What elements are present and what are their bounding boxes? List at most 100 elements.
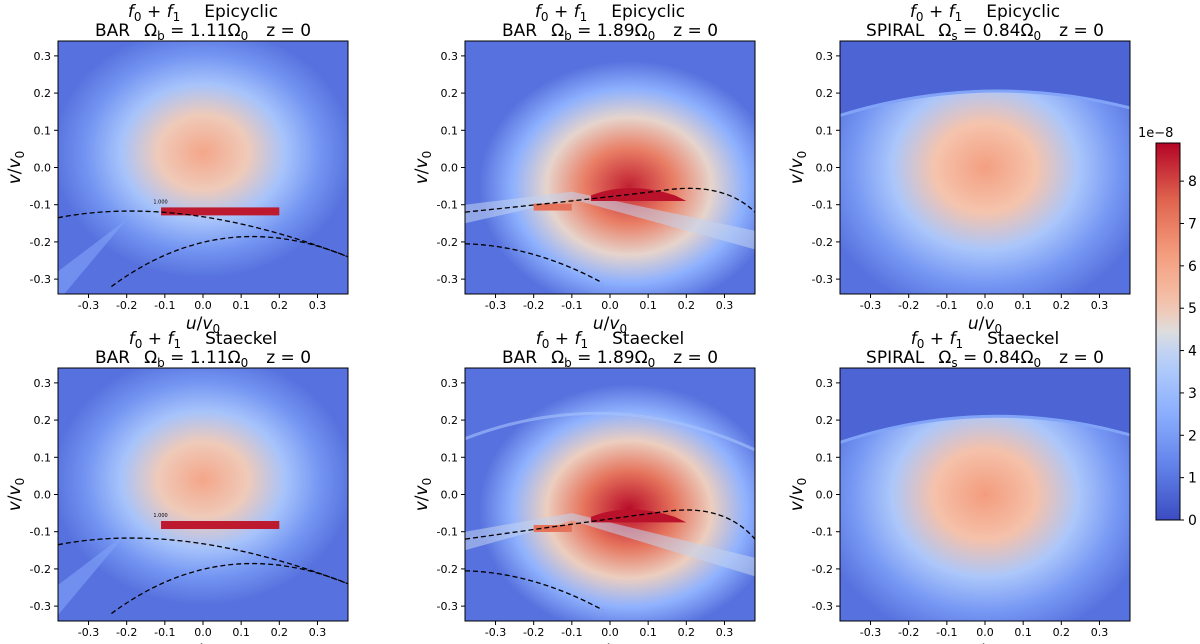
panel-title-line1: f0 + f1 Staeckel [911, 329, 1059, 351]
x-axis-label: u/v0 [593, 314, 627, 336]
y-tick-label: 0.3 [816, 50, 834, 63]
y-tick-label: -0.1 [437, 526, 458, 539]
x-tick-label: -0.1 [936, 299, 957, 312]
x-tick-label: 0.0 [601, 626, 619, 639]
x-axis-label: u/v0 [186, 641, 220, 644]
y-tick-label: 0.0 [816, 489, 834, 502]
y-tick-label: 0.0 [34, 162, 52, 175]
resonance-strip [533, 524, 572, 532]
x-tick-label: -0.2 [898, 299, 919, 312]
x-tick-label: 0.2 [678, 299, 696, 312]
x-tick-label: -0.3 [485, 626, 506, 639]
y-tick-label: 0.1 [441, 451, 459, 464]
panel-title-line1: f0 + f1 Staeckel [536, 329, 684, 351]
panel-title-line1: f0 + f1 Epicyclic [128, 2, 278, 24]
x-axis-label: u/v0 [593, 641, 627, 644]
y-axis-label: v/v0 [787, 151, 809, 185]
resonance-strip [161, 521, 280, 530]
density-peak [479, 61, 755, 294]
y-tick-label: 0.1 [34, 124, 52, 137]
panel-4: 1.000 -0.3 -0.2 -0.1 0.0 0.1 0.2 0.3 -0.3 -0.2 -0.… [5, 329, 349, 644]
y-tick-label: 0.0 [34, 489, 52, 502]
panel-title-line2: BAR Ωb = 1.11Ω0 z = 0 [95, 21, 311, 43]
colorbar-tick-label: 6 [1188, 259, 1197, 275]
y-tick-label: 0.1 [34, 451, 52, 464]
x-tick-label: -0.2 [116, 626, 137, 639]
x-tick-label: 0.2 [1053, 626, 1071, 639]
resonance-shadow [58, 219, 127, 294]
x-tick-label: -0.3 [78, 626, 99, 639]
x-tick-label: 0.1 [232, 626, 250, 639]
x-tick-label: -0.1 [154, 299, 175, 312]
y-tick-label: 0.2 [34, 414, 52, 427]
y-axis-label: v/v0 [5, 478, 27, 512]
y-tick-label: -0.3 [437, 273, 458, 286]
y-tick-label: -0.2 [812, 563, 833, 576]
x-axis-label: u/v0 [968, 314, 1002, 336]
y-tick-label: 0.0 [441, 162, 459, 175]
y-tick-label: -0.3 [30, 600, 51, 613]
x-tick-label: 0.2 [271, 299, 289, 312]
colorbar-tick-label: 8 [1188, 174, 1197, 190]
x-tick-label: 0.1 [1014, 299, 1032, 312]
y-tick-label: -0.1 [812, 526, 833, 539]
colorbar-tick-label: 5 [1188, 301, 1197, 317]
resonance-shadow [58, 533, 127, 616]
panel-title-line2: SPIRAL Ωs = 0.84Ω0 z = 0 [866, 21, 1104, 43]
panel-1: 1.000 -0.3 -0.2 -0.1 0.0 0.1 0.2 0.3 -0.3 -0.2 -0.… [5, 2, 349, 336]
heatmap-area [840, 368, 1130, 621]
x-tick-label: 0.3 [1091, 626, 1109, 639]
y-tick-label: -0.3 [30, 273, 51, 286]
colorbar-offset-label: 1e−8 [1138, 126, 1173, 141]
x-tick-label: -0.2 [523, 299, 544, 312]
density-peak [840, 41, 1130, 294]
panel-title-line2: BAR Ωb = 1.89Ω0 z = 0 [502, 348, 718, 370]
density-peak [58, 368, 348, 605]
y-tick-label: -0.3 [437, 600, 458, 613]
panel-title-line1: f0 + f1 Epicyclic [910, 2, 1060, 24]
colorbar-scale [1155, 142, 1181, 521]
density-peak [840, 368, 1130, 621]
y-tick-label: 0.3 [441, 50, 459, 63]
heatmap-area [465, 368, 755, 621]
density-peak [58, 41, 348, 278]
y-tick-label: 0.0 [441, 489, 459, 502]
resonance-arc [840, 89, 1130, 117]
y-tick-label: -0.1 [30, 199, 51, 212]
colorbar-tick-label: 1 [1188, 471, 1197, 487]
x-tick-label: -0.1 [561, 299, 582, 312]
panel-title-line2: BAR Ωb = 1.89Ω0 z = 0 [502, 21, 718, 43]
y-tick-label: 0.2 [816, 87, 834, 100]
x-tick-label: 0.1 [639, 626, 657, 639]
y-tick-label: 0.2 [441, 414, 459, 427]
resonance-arc [840, 414, 1130, 444]
x-tick-label: 0.3 [309, 299, 327, 312]
y-tick-label: 0.3 [34, 50, 52, 63]
y-tick-label: -0.2 [30, 236, 51, 249]
x-tick-label: 0.3 [716, 299, 734, 312]
colorbar-tick-label: 7 [1188, 216, 1197, 232]
x-tick-label: 0.0 [194, 626, 212, 639]
dashed-curve [465, 187, 755, 213]
y-axis-label: v/v0 [412, 151, 434, 185]
x-axis-label: u/v0 [186, 314, 220, 336]
x-tick-label: -0.1 [936, 626, 957, 639]
y-tick-label: -0.1 [30, 526, 51, 539]
y-axis-label: v/v0 [787, 478, 809, 512]
heatmap-area: 1.000 [58, 41, 348, 294]
colorbar-tick-label: 0 [1188, 513, 1197, 529]
y-tick-label: 0.3 [816, 377, 834, 390]
y-tick-label: -0.2 [437, 563, 458, 576]
resonance-peak [590, 187, 687, 201]
y-tick-label: 0.3 [34, 377, 52, 390]
y-tick-label: 0.1 [816, 124, 834, 137]
contour-label: 1.000 [153, 199, 167, 205]
x-tick-label: 0.1 [232, 299, 250, 312]
resonance-strip [161, 207, 280, 216]
x-tick-label: -0.2 [116, 299, 137, 312]
x-tick-label: -0.1 [154, 626, 175, 639]
x-tick-label: -0.2 [898, 626, 919, 639]
panel-title-line1: f0 + f1 Staeckel [129, 329, 277, 351]
panel-title-line2: BAR Ωb = 1.11Ω0 z = 0 [95, 348, 311, 370]
heatmap-area: 1.000 [58, 368, 348, 621]
